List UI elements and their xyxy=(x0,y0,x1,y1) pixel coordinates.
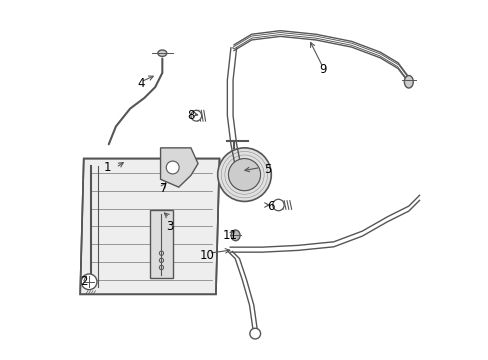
Circle shape xyxy=(217,148,271,202)
Ellipse shape xyxy=(158,50,166,57)
Text: 7: 7 xyxy=(160,183,167,195)
Text: 10: 10 xyxy=(199,248,214,261)
Bar xyxy=(149,210,173,278)
Ellipse shape xyxy=(404,76,412,88)
Polygon shape xyxy=(160,148,198,187)
Text: 5: 5 xyxy=(264,163,271,176)
Text: 9: 9 xyxy=(319,63,326,76)
Ellipse shape xyxy=(231,230,240,241)
Text: 8: 8 xyxy=(187,109,194,122)
Circle shape xyxy=(249,328,260,339)
Circle shape xyxy=(272,199,284,211)
Text: 1: 1 xyxy=(103,161,110,174)
Circle shape xyxy=(190,111,201,121)
Circle shape xyxy=(228,158,260,191)
Text: 11: 11 xyxy=(222,229,237,242)
Circle shape xyxy=(81,274,97,290)
Text: 6: 6 xyxy=(267,200,274,213)
Text: 2: 2 xyxy=(80,275,87,288)
Text: 3: 3 xyxy=(165,220,173,233)
Text: 4: 4 xyxy=(137,77,144,90)
Polygon shape xyxy=(80,158,219,294)
Circle shape xyxy=(166,161,179,174)
